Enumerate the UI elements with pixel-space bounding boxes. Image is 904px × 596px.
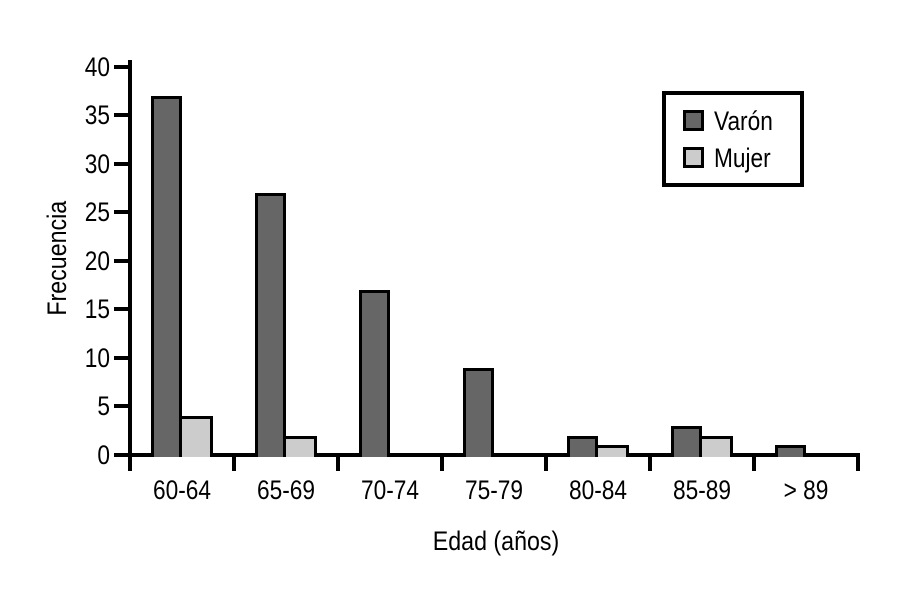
x-tick	[336, 455, 340, 471]
category-label: > 89	[783, 475, 829, 505]
bar-mujer-0	[179, 416, 213, 457]
y-tick	[114, 404, 130, 409]
y-tick	[114, 210, 130, 215]
x-tick	[440, 455, 444, 471]
x-axis-title: Edad (años)	[432, 526, 560, 556]
y-tick-label: 5	[97, 391, 110, 422]
category-label: 65-69	[256, 475, 316, 505]
category-label: 75-79	[464, 475, 524, 505]
y-tick-label: 30	[84, 148, 110, 179]
y-tick-label: 0	[97, 440, 110, 470]
y-tick-label: 15	[84, 294, 110, 325]
bar-varón-5	[671, 426, 702, 457]
category-label: 85-89	[672, 475, 732, 505]
x-tick	[648, 455, 652, 471]
x-tick	[544, 455, 548, 471]
bar-mujer-1	[283, 436, 317, 457]
x-tick	[232, 455, 236, 471]
category-label: 70-74	[360, 475, 420, 505]
mujer-swatch-icon	[683, 147, 704, 168]
bar-varón-1	[255, 193, 286, 457]
y-tick	[114, 161, 130, 166]
y-tick-label: 25	[84, 197, 110, 228]
legend-label-mujer: Mujer	[714, 142, 771, 173]
bar-mujer-4	[595, 445, 629, 457]
legend-label-varon: Varón	[714, 105, 773, 136]
y-tick-label: 35	[84, 100, 110, 131]
legend-item-mujer: Mujer	[683, 144, 800, 172]
bar-varón-4	[567, 436, 598, 457]
y-tick-label: 20	[84, 245, 110, 276]
category-label: 80-84	[568, 475, 628, 505]
x-axis-line	[128, 453, 860, 457]
y-tick-label: 40	[84, 51, 110, 82]
y-tick	[114, 453, 130, 457]
y-axis-title: Frecuencia	[42, 158, 73, 358]
y-tick	[114, 113, 130, 118]
y-axis-line	[128, 60, 132, 457]
varon-swatch-icon	[683, 110, 704, 131]
y-tick-label: 10	[84, 342, 110, 373]
legend: Varón Mujer	[662, 91, 804, 187]
legend-item-varon: Varón	[683, 107, 800, 135]
y-tick	[114, 258, 130, 263]
bar-varón-0	[151, 96, 182, 457]
bar-mujer-5	[699, 436, 733, 457]
bar-varón-6	[775, 445, 806, 457]
x-tick	[856, 455, 860, 471]
x-tick	[752, 455, 756, 471]
category-label: 60-64	[152, 475, 212, 505]
bar-varón-3	[463, 368, 494, 457]
y-tick	[114, 64, 130, 69]
x-tick	[128, 455, 132, 471]
y-tick	[114, 307, 130, 312]
bar-varón-2	[359, 290, 390, 457]
y-tick	[114, 355, 130, 360]
y-axis-title-text: Frecuencia	[42, 200, 72, 316]
